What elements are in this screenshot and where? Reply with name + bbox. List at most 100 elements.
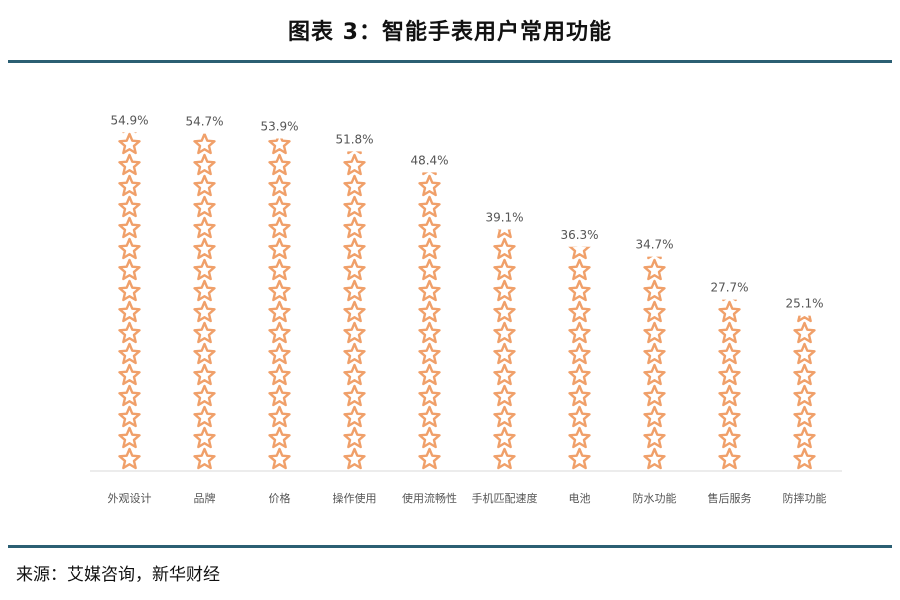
star-icon (493, 279, 516, 302)
star-icon (118, 300, 141, 323)
star-icon (793, 342, 816, 365)
star-icon (493, 321, 516, 344)
category-label: 售后服务 (708, 491, 752, 505)
value-label: 54.7% (185, 115, 223, 129)
star-icon (268, 342, 291, 365)
star-icon (343, 342, 366, 365)
star-icon (118, 258, 141, 281)
star-icon (497, 229, 512, 239)
star-icon (793, 321, 816, 344)
star-icon (118, 174, 141, 197)
star-icon (418, 342, 441, 365)
star-icon (418, 426, 441, 449)
star-icon (793, 384, 816, 407)
star-icon (193, 195, 216, 218)
star-icon (193, 384, 216, 407)
category-label: 操作使用 (333, 491, 377, 505)
bar-10 (793, 315, 816, 470)
star-icon (493, 384, 516, 407)
bar-9 (718, 299, 741, 470)
bar-3 (268, 138, 291, 470)
star-icon (343, 195, 366, 218)
star-icon (418, 258, 441, 281)
star-icon (343, 258, 366, 281)
star-icon (718, 384, 741, 407)
star-icon (418, 447, 441, 470)
star-icon (422, 172, 437, 176)
star-icon (193, 133, 216, 155)
star-icon (718, 405, 741, 428)
star-icon (268, 153, 291, 176)
star-icon (268, 216, 291, 239)
star-icon (493, 363, 516, 386)
star-icon (793, 426, 816, 449)
star-icon (493, 342, 516, 365)
star-icon (797, 315, 812, 323)
star-icon (193, 363, 216, 386)
star-icon (268, 237, 291, 260)
star-icon (118, 321, 141, 344)
star-icon (343, 384, 366, 407)
star-icon (718, 447, 741, 470)
star-icon (493, 447, 516, 470)
value-label: 53.9% (260, 120, 298, 134)
star-icon (268, 405, 291, 428)
bar-8 (643, 256, 666, 470)
star-icon (118, 405, 141, 428)
star-icon (193, 174, 216, 197)
star-icon (118, 363, 141, 386)
star-icon (568, 447, 591, 470)
star-icon (343, 300, 366, 323)
star-icon (418, 216, 441, 239)
star-icon (343, 321, 366, 344)
star-icon (418, 300, 441, 323)
chart-title: 图表 3：智能手表用户常用功能 (288, 20, 612, 45)
source-note: 来源：艾媒咨询，新华财经 (16, 565, 220, 585)
star-icon (493, 237, 516, 260)
bar-2 (193, 133, 216, 470)
star-icon (718, 363, 741, 386)
value-label: 54.9% (110, 113, 148, 127)
star-icon (568, 342, 591, 365)
star-icon (193, 405, 216, 428)
top-divider (8, 60, 892, 63)
star-icon (118, 279, 141, 302)
star-icon (718, 300, 741, 323)
star-icon (343, 174, 366, 197)
star-icon (118, 426, 141, 449)
star-icon (418, 384, 441, 407)
star-icon (493, 426, 516, 449)
star-icon (643, 300, 666, 323)
star-icon (193, 258, 216, 281)
star-icon (268, 384, 291, 407)
value-label: 27.7% (710, 281, 748, 295)
star-icon (193, 153, 216, 176)
star-icon (118, 447, 141, 470)
star-icon (568, 321, 591, 344)
star-icon (647, 256, 662, 260)
category-label: 价格 (269, 491, 291, 505)
value-label: 51.8% (335, 132, 373, 146)
star-icon (643, 363, 666, 386)
star-icon (643, 321, 666, 344)
star-icon (643, 384, 666, 407)
star-icon (193, 237, 216, 260)
star-icon (343, 426, 366, 449)
star-icon (118, 384, 141, 407)
star-icon (343, 363, 366, 386)
category-label: 防水功能 (633, 491, 677, 505)
value-label: 25.1% (785, 297, 823, 311)
star-icon (118, 342, 141, 365)
category-label: 品牌 (194, 491, 216, 505)
star-icon (718, 342, 741, 365)
star-icon (268, 426, 291, 449)
star-icon (418, 279, 441, 302)
bar-6 (493, 229, 516, 470)
star-icon (568, 405, 591, 428)
bottom-divider (8, 545, 892, 548)
star-icon (643, 426, 666, 449)
star-icon (268, 195, 291, 218)
star-icon (118, 195, 141, 218)
star-icon (568, 279, 591, 302)
star-icon (418, 195, 441, 218)
